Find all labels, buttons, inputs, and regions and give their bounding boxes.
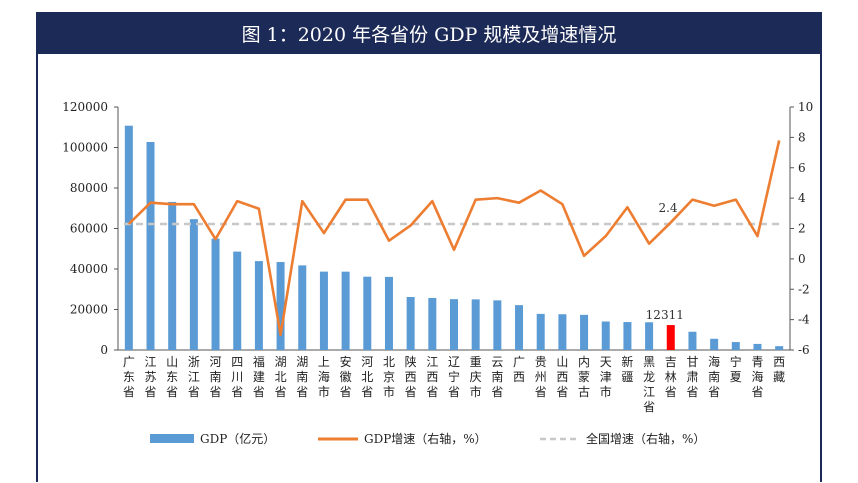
gdp-bar bbox=[189, 219, 198, 350]
y-tick-label-left: 80000 bbox=[70, 181, 108, 195]
gdp-bar bbox=[493, 300, 502, 350]
y-tick-label-right: -6 bbox=[798, 343, 810, 357]
gdp-bar bbox=[623, 322, 632, 350]
y-tick-label-right: 2 bbox=[798, 222, 806, 236]
category-label: 海南省 bbox=[708, 354, 720, 399]
legend: GDP（亿元） GDP增速（右轴，%） 全国增速（右轴，%） bbox=[150, 431, 705, 446]
highlight-value-label: 12311 bbox=[646, 308, 684, 322]
gdp-bar bbox=[124, 125, 133, 350]
gdp-bar bbox=[580, 314, 589, 350]
y-tick-label-right: 4 bbox=[798, 191, 806, 205]
category-label: 山东省 bbox=[166, 355, 178, 399]
category-label: 安徽省 bbox=[340, 354, 352, 399]
y-tick-label-left: 120000 bbox=[62, 100, 108, 114]
gdp-bar bbox=[384, 276, 393, 350]
category-label: 北京市 bbox=[383, 355, 395, 399]
category-label: 黑龙江省 bbox=[643, 355, 655, 414]
category-label: 吉林省 bbox=[665, 355, 677, 399]
annotations: 12311 2.4 bbox=[646, 201, 684, 322]
national-growth-value-label: 2.4 bbox=[658, 201, 677, 215]
y-tick-label-right: 0 bbox=[798, 252, 806, 266]
gdp-bars bbox=[124, 125, 784, 350]
y-tick-label-right: 6 bbox=[798, 161, 806, 175]
legend-label-gdp: GDP（亿元） bbox=[200, 431, 275, 446]
category-label: 新疆 bbox=[621, 354, 633, 384]
gdp-bar bbox=[710, 338, 719, 350]
gdp-bar bbox=[428, 297, 437, 350]
y-tick-label-right: 10 bbox=[798, 100, 813, 114]
category-label: 内蒙古 bbox=[578, 355, 590, 399]
category-label: 浙江省 bbox=[188, 355, 200, 399]
gdp-bar bbox=[298, 265, 307, 350]
gdp-bar bbox=[341, 271, 350, 350]
gdp-bar bbox=[753, 343, 762, 350]
gdp-bar bbox=[254, 261, 263, 350]
gdp-bar bbox=[450, 299, 458, 350]
y-tick-label-left: 100000 bbox=[62, 141, 108, 155]
category-label: 西藏 bbox=[773, 355, 785, 384]
gdp-bar bbox=[666, 325, 675, 350]
gdp-bar bbox=[233, 251, 242, 350]
chart-title: 图 1：2020 年各省份 GDP 规模及增速情况 bbox=[36, 12, 822, 54]
gdp-bar bbox=[536, 313, 545, 350]
gdp-bar bbox=[146, 141, 155, 350]
category-label: 贵州省 bbox=[535, 355, 547, 399]
gdp-bar bbox=[515, 305, 524, 350]
gdp-growth-line bbox=[127, 140, 781, 337]
gdp-bar bbox=[471, 299, 480, 350]
gdp-bar bbox=[558, 314, 567, 350]
gdp-bar bbox=[168, 201, 177, 350]
gdp-growth-polyline bbox=[127, 140, 781, 337]
chart-frame bbox=[36, 12, 822, 482]
category-label: 河北省 bbox=[361, 355, 373, 399]
category-label: 辽宁省 bbox=[448, 355, 460, 399]
category-label: 宁夏 bbox=[730, 354, 742, 384]
y-tick-label-right: -2 bbox=[798, 282, 810, 296]
category-label: 山西省 bbox=[556, 355, 568, 399]
category-label: 云南省 bbox=[491, 355, 503, 399]
axes: 0 20000 40000 60000 80000 100000 120000 -6 -4 -2 0… bbox=[62, 100, 813, 357]
gdp-bar bbox=[406, 296, 415, 350]
category-label: 江苏省 bbox=[145, 355, 157, 399]
category-label: 陕西省 bbox=[405, 354, 417, 399]
gdp-bar bbox=[319, 271, 328, 350]
category-label: 重庆市 bbox=[470, 355, 482, 399]
gdp-bar bbox=[645, 322, 654, 350]
y-tick-label-left: 20000 bbox=[70, 303, 108, 317]
gdp-bar bbox=[775, 346, 784, 350]
category-labels: 广东省江苏省山东省浙江省河南省四川省福建省湖北省湖南省上海市安徽省河北省北京市陕… bbox=[123, 354, 785, 414]
category-label: 上海市 bbox=[318, 355, 330, 399]
gdp-bar bbox=[601, 321, 610, 350]
category-label: 广东省 bbox=[123, 355, 135, 399]
gdp-bar bbox=[363, 276, 372, 350]
gdp-bar bbox=[276, 262, 285, 350]
category-label: 四川省 bbox=[231, 355, 243, 399]
category-label: 江西省 bbox=[426, 355, 438, 399]
y-tick-label-right: -4 bbox=[798, 313, 810, 327]
gdp-bar bbox=[211, 238, 220, 350]
y-tick-label-right: 8 bbox=[798, 130, 806, 144]
y-tick-label-left: 0 bbox=[100, 343, 108, 357]
category-label: 湖南省 bbox=[296, 354, 308, 399]
category-label: 甘肃省 bbox=[686, 355, 698, 399]
gdp-bar bbox=[731, 342, 740, 350]
category-label: 福建省 bbox=[253, 354, 265, 399]
category-label: 湖北省 bbox=[275, 354, 287, 399]
legend-label-national: 全国增速（右轴，%） bbox=[586, 431, 705, 446]
category-label: 广西 bbox=[513, 355, 525, 384]
gdp-bar bbox=[688, 331, 697, 350]
category-label: 河南省 bbox=[210, 355, 222, 399]
y-tick-label-left: 40000 bbox=[70, 262, 108, 276]
category-label: 天津市 bbox=[600, 355, 612, 399]
category-label: 青海省 bbox=[751, 355, 763, 399]
y-tick-label-left: 60000 bbox=[70, 222, 108, 236]
legend-swatch-gdp bbox=[150, 434, 194, 443]
legend-label-growth: GDP增速（右轴，%） bbox=[364, 431, 487, 446]
